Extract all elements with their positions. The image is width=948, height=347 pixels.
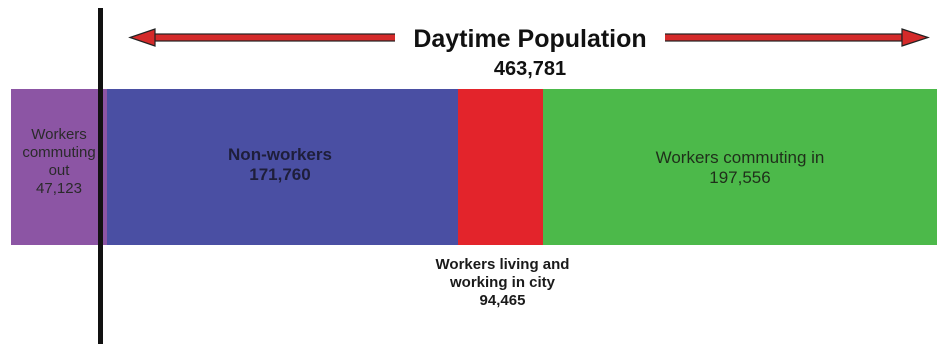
arrowhead-left-icon bbox=[128, 28, 156, 47]
label-line: Workers commuting in bbox=[655, 148, 825, 167]
label-line: commuting bbox=[22, 144, 96, 161]
segment-non-workers bbox=[107, 89, 458, 245]
city-boundary-line bbox=[98, 8, 103, 344]
label-workers-commuting-out: Workers commuting out 47,123 bbox=[11, 126, 107, 198]
segment-workers-living-working bbox=[458, 89, 543, 245]
label-line: out bbox=[48, 162, 70, 179]
segment-workers-commuting-in bbox=[543, 89, 937, 245]
segment-workers-commuting-out bbox=[11, 89, 107, 245]
label-line: Non-workers bbox=[228, 145, 332, 164]
label-value: 171,760 bbox=[249, 165, 311, 185]
label-line: Workers bbox=[31, 126, 87, 143]
label-workers-living-working: Workers living and working in city 94,46… bbox=[395, 256, 610, 310]
title-box: Daytime Population bbox=[395, 24, 665, 54]
label-value: 94,465 bbox=[479, 292, 526, 309]
page-title: Daytime Population bbox=[413, 25, 647, 53]
label-value: 47,123 bbox=[36, 180, 82, 197]
total-population: 463,781 bbox=[493, 58, 567, 80]
label-value: 197,556 bbox=[709, 168, 771, 188]
label-workers-commuting-in: Workers commuting in 197,556 bbox=[560, 148, 920, 189]
label-line: Workers living and bbox=[435, 256, 570, 273]
label-non-workers: Non-workers 171,760 bbox=[160, 145, 400, 186]
label-line: working in city bbox=[449, 274, 555, 291]
arrowhead-right-icon bbox=[901, 28, 930, 47]
